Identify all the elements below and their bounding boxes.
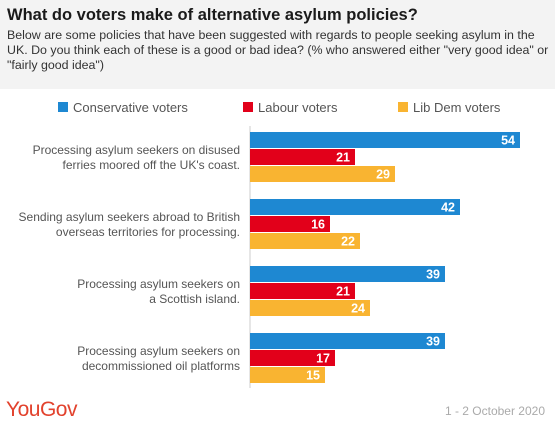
category-label: a Scottish island. [149, 292, 240, 306]
bar-value-label: 15 [306, 369, 320, 383]
bar [250, 216, 330, 232]
bar-value-label: 42 [441, 201, 455, 215]
bar-value-label: 17 [316, 352, 330, 366]
bar [250, 283, 355, 299]
chart-header: What do voters make of alternative asylu… [0, 0, 555, 89]
bar-value-label: 24 [351, 302, 365, 316]
legend-label: Lib Dem voters [413, 100, 501, 115]
category-label: Processing asylum seekers on [77, 277, 240, 291]
bar-value-label: 16 [311, 218, 325, 232]
bar-value-label: 39 [426, 335, 440, 349]
legend-swatch [398, 102, 408, 112]
legend-swatch [58, 102, 68, 112]
category-label: Sending asylum seekers abroad to British [19, 210, 240, 224]
legend-label: Conservative voters [73, 100, 188, 115]
chart-title: What do voters make of alternative asylu… [7, 6, 418, 24]
bar-value-label: 21 [336, 151, 350, 165]
bar-value-label: 39 [426, 268, 440, 282]
bar-value-label: 21 [336, 285, 350, 299]
survey-date: 1 - 2 October 2020 [444, 404, 545, 418]
legend-swatch [243, 102, 253, 112]
bar-value-label: 29 [376, 168, 390, 182]
category-label: decommissioned oil platforms [82, 359, 240, 373]
category-label: ferries moored off the UK's coast. [63, 158, 240, 172]
bar [250, 199, 460, 215]
category-label: Processing asylum seekers on disused [33, 143, 240, 157]
bar [250, 367, 325, 383]
bar [250, 132, 520, 148]
bar [250, 149, 355, 165]
bar [250, 166, 395, 182]
bar [250, 333, 445, 349]
legend-label: Labour voters [258, 100, 338, 115]
category-label: Processing asylum seekers on [77, 344, 240, 358]
bar [250, 300, 370, 316]
bar [250, 266, 445, 282]
category-label: overseas territories for processing. [56, 225, 240, 239]
bar-value-label: 22 [341, 235, 355, 249]
bar-value-label: 54 [501, 134, 515, 148]
bar [250, 350, 335, 366]
chart-subtitle: Below are some policies that have been s… [7, 28, 549, 72]
yougov-logo: YouGov [6, 398, 77, 421]
bar-chart: Conservative voters Labour voters Lib Dem … [19, 100, 520, 388]
bar [250, 233, 360, 249]
